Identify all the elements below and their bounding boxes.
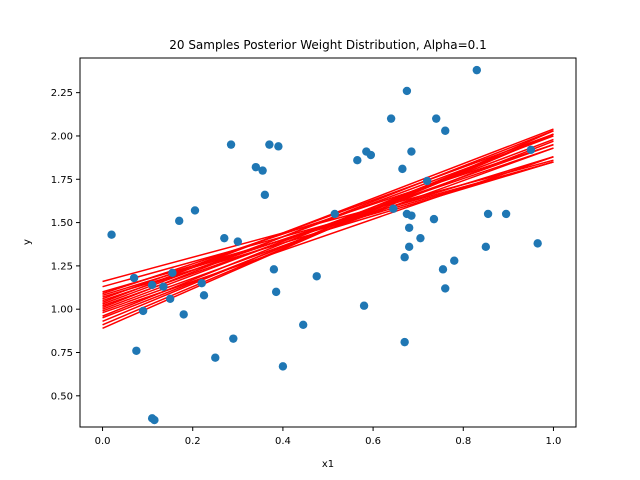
data-point-49 xyxy=(429,214,439,224)
data-point-12 xyxy=(179,310,188,319)
x-tick-label: 0.2 xyxy=(185,436,201,447)
data-point-21 xyxy=(251,162,261,172)
data-point-37 xyxy=(389,204,398,213)
y-tick-label: 2.00 xyxy=(51,131,73,142)
y-tick-label: 1.00 xyxy=(51,305,73,316)
data-point-28 xyxy=(278,362,288,371)
data-point-22 xyxy=(258,166,267,175)
data-point-7 xyxy=(150,415,159,425)
data-point-27 xyxy=(274,142,283,151)
data-point-45 xyxy=(407,147,416,156)
posterior-line-3 xyxy=(102,161,554,293)
data-point-15 xyxy=(199,291,209,300)
posterior-lines xyxy=(102,128,554,329)
x-tick-label: 1.0 xyxy=(546,436,562,447)
data-point-32 xyxy=(353,156,362,165)
axes-frame xyxy=(79,57,577,428)
scatter-points xyxy=(107,65,542,425)
data-point-57 xyxy=(483,209,493,219)
posterior-line-20 xyxy=(102,147,554,312)
data-point-46 xyxy=(407,211,416,220)
data-point-59 xyxy=(526,145,536,155)
x-axis-label: x1 xyxy=(322,459,334,470)
data-point-20 xyxy=(233,237,243,246)
x-tick-label: 0.4 xyxy=(275,436,291,447)
data-point-14 xyxy=(197,279,206,288)
data-point-23 xyxy=(260,190,270,200)
data-point-55 xyxy=(472,65,481,75)
data-point-42 xyxy=(402,86,412,96)
data-point-33 xyxy=(359,301,369,310)
x-tick-label: 0.8 xyxy=(455,436,471,447)
data-point-1 xyxy=(107,230,116,239)
posterior-line-13 xyxy=(102,133,554,317)
y-tick-label: 2.25 xyxy=(51,88,73,99)
data-point-35 xyxy=(366,150,376,160)
data-point-51 xyxy=(438,265,448,274)
x-tick-label: 0.0 xyxy=(95,436,111,447)
y-axis-ticks: 0.50 0.75 1.00 1.25 1.50 1.75 2.00 2.25 xyxy=(51,88,80,402)
data-point-8 xyxy=(159,282,168,291)
chart-title: 20 Samples Posterior Weight Distribution… xyxy=(169,38,487,52)
data-point-50 xyxy=(432,114,441,123)
posterior-line-19 xyxy=(102,143,554,295)
data-point-11 xyxy=(175,216,184,226)
data-point-40 xyxy=(400,337,409,347)
data-point-53 xyxy=(441,284,450,293)
x-axis-ticks: 0.0 0.2 0.4 0.6 0.8 1.0 xyxy=(95,427,562,447)
data-point-18 xyxy=(226,140,236,149)
data-point-4 xyxy=(138,306,148,316)
posterior-line-4 xyxy=(102,156,554,297)
posterior-line-11 xyxy=(102,138,554,310)
data-point-19 xyxy=(229,334,238,343)
data-point-43 xyxy=(404,242,414,252)
y-tick-label: 1.75 xyxy=(51,175,73,186)
y-tick-label: 1.50 xyxy=(51,218,73,229)
y-tick-label: 0.50 xyxy=(51,391,73,402)
data-point-16 xyxy=(211,353,220,362)
data-point-10 xyxy=(168,268,177,278)
data-point-2 xyxy=(129,273,139,283)
data-point-24 xyxy=(265,140,274,149)
data-point-13 xyxy=(190,206,200,215)
posterior-line-12 xyxy=(102,156,554,314)
data-point-17 xyxy=(220,233,229,243)
data-point-25 xyxy=(269,265,279,274)
y-axis-label: y xyxy=(22,239,33,245)
data-point-3 xyxy=(132,346,141,355)
data-point-60 xyxy=(533,239,542,248)
data-point-9 xyxy=(165,294,175,304)
posterior-line-5 xyxy=(102,133,554,300)
data-point-47 xyxy=(416,233,425,243)
data-point-56 xyxy=(481,242,491,252)
data-point-26 xyxy=(271,287,281,297)
data-point-31 xyxy=(330,209,339,219)
data-point-38 xyxy=(398,164,407,174)
x-tick-label: 0.6 xyxy=(365,436,381,447)
y-tick-label: 0.75 xyxy=(51,348,73,359)
data-point-5 xyxy=(147,280,157,290)
y-tick-label: 1.25 xyxy=(51,261,73,272)
data-point-39 xyxy=(400,253,409,262)
data-point-30 xyxy=(312,272,321,281)
data-point-52 xyxy=(441,126,450,135)
data-point-54 xyxy=(450,256,459,265)
data-point-48 xyxy=(423,176,432,186)
data-point-58 xyxy=(501,209,511,219)
plot-area xyxy=(102,65,554,425)
data-point-36 xyxy=(386,114,396,123)
data-point-29 xyxy=(299,320,308,329)
data-point-44 xyxy=(404,223,414,232)
posterior-line-7 xyxy=(102,128,554,303)
